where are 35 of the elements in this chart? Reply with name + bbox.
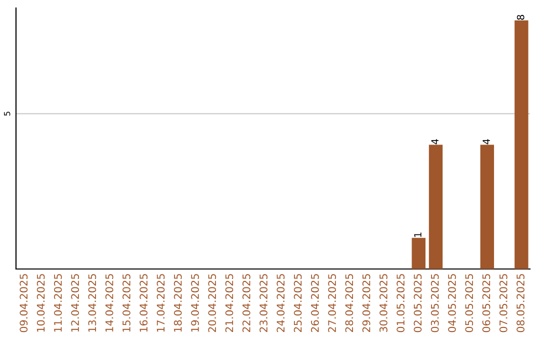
x-tick-label: 28.04.2025 xyxy=(345,274,354,332)
y-tick-label: 5 xyxy=(4,112,10,116)
x-tick-label: 03.05.2025 xyxy=(430,274,439,332)
x-tick-label: 12.04.2025 xyxy=(71,274,79,332)
x-tick-label: 16.04.2025 xyxy=(140,274,148,332)
x-tick-label: 06.05.2025 xyxy=(482,274,490,332)
x-tick-label: 11.04.2025 xyxy=(54,274,62,332)
x-tick-label: 04.05.2025 xyxy=(448,274,456,332)
x-tick-label: 08.05.2025 xyxy=(516,274,524,332)
x-tick-label: 05.05.2025 xyxy=(465,274,474,332)
x-tick-label: 24.04.2025 xyxy=(276,274,285,332)
x-tick-label: 26.04.2025 xyxy=(310,274,319,332)
data-label: 4 xyxy=(431,139,438,144)
x-tick-label: 23.04.2025 xyxy=(260,274,268,332)
data-label: 4 xyxy=(482,139,490,144)
x-tick-label: 18.04.2025 xyxy=(174,274,182,332)
x-tick-label: 29.04.2025 xyxy=(362,274,370,332)
x-tick-label: 13.04.2025 xyxy=(88,274,96,332)
x-tick-label: 20.04.2025 xyxy=(208,274,216,332)
x-tick-label: 25.04.2025 xyxy=(294,274,302,332)
data-label: 8 xyxy=(516,14,524,20)
data-label: 1 xyxy=(414,232,422,237)
x-tick-label: 27.04.2025 xyxy=(328,274,336,332)
x-tick-label: 30.04.2025 xyxy=(380,274,388,332)
x-tick-label: 09.04.2025 xyxy=(20,274,28,332)
x-tick-label: 22.04.2025 xyxy=(242,274,250,332)
x-tick-label: 07.05.2025 xyxy=(499,274,508,332)
x-tick-label: 10.04.2025 xyxy=(36,274,45,332)
x-tick-label: 21.04.2025 xyxy=(225,274,234,332)
x-tick-label: 14.04.2025 xyxy=(105,274,114,332)
x-tick-label: 17.04.2025 xyxy=(156,274,165,332)
x-tick-label: 19.04.2025 xyxy=(191,274,199,332)
x-tick-label: 15.04.2025 xyxy=(122,274,130,332)
x-tick-label: 02.05.2025 xyxy=(414,274,422,332)
x-tick-label: 01.05.2025 xyxy=(396,274,405,332)
